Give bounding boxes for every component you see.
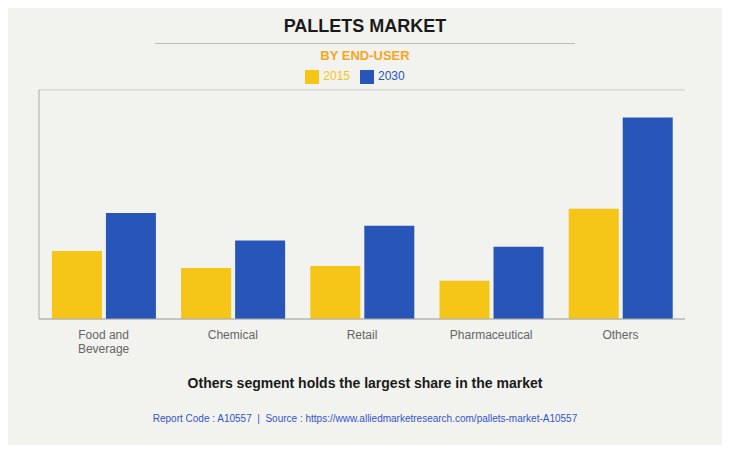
html-text:Others segment holds the large: Others segment holds the largest share i… xyxy=(187,375,543,391)
svg-text:Chemical: Chemical xyxy=(208,328,258,342)
svg-text:Food andBeverage: Food andBeverage xyxy=(78,328,130,356)
svg-text:Retail: Retail xyxy=(347,328,378,342)
svg-text:Pharmaceutical: Pharmaceutical xyxy=(450,328,533,342)
svg-text:Others: Others xyxy=(602,328,638,342)
html-text:Report Code : A10557 | Source: Report Code : A10557 | Source : https://… xyxy=(152,413,578,424)
html-text:BY END-USER: BY END-USER xyxy=(320,48,410,63)
html-text:2015: 2015 xyxy=(323,69,350,83)
html-text:2030: 2030 xyxy=(378,69,405,83)
html-text:PALLETS MARKET: PALLETS MARKET xyxy=(283,16,447,36)
